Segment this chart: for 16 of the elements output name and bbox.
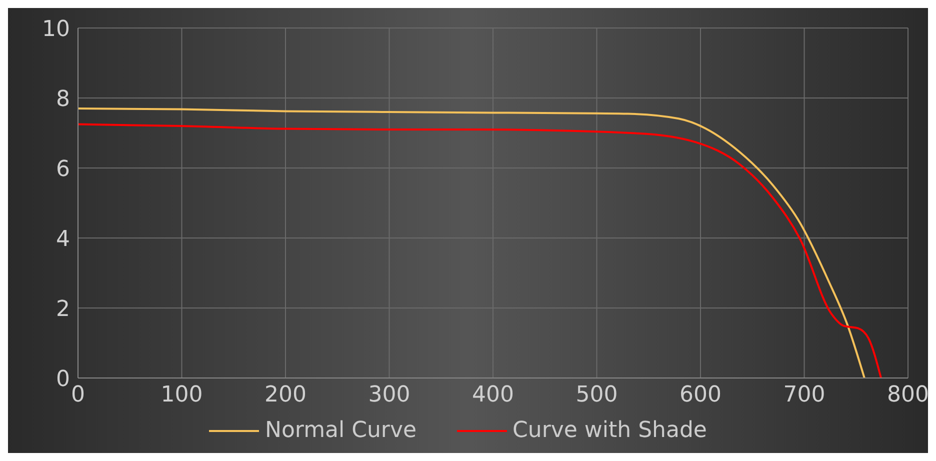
y-tick-label: 8 <box>56 86 70 112</box>
x-tick-label: 600 <box>680 382 722 408</box>
x-tick-label: 700 <box>783 382 826 408</box>
y-tick-label: 2 <box>56 296 70 322</box>
y-tick-label: 0 <box>56 366 70 392</box>
y-tick-label: 10 <box>42 16 70 42</box>
y-tick-label: 6 <box>56 156 70 182</box>
x-tick-label: 800 <box>887 382 929 408</box>
x-tick-label: 100 <box>160 382 203 408</box>
legend-label: Normal Curve <box>264 418 417 443</box>
x-tick-label: 300 <box>368 382 410 408</box>
x-tick-label: 400 <box>472 382 514 408</box>
x-tick-label: 200 <box>264 382 306 408</box>
x-tick-label: 500 <box>576 382 618 408</box>
y-tick-label: 4 <box>56 226 70 252</box>
legend-label: Curve with Shade <box>512 418 707 443</box>
